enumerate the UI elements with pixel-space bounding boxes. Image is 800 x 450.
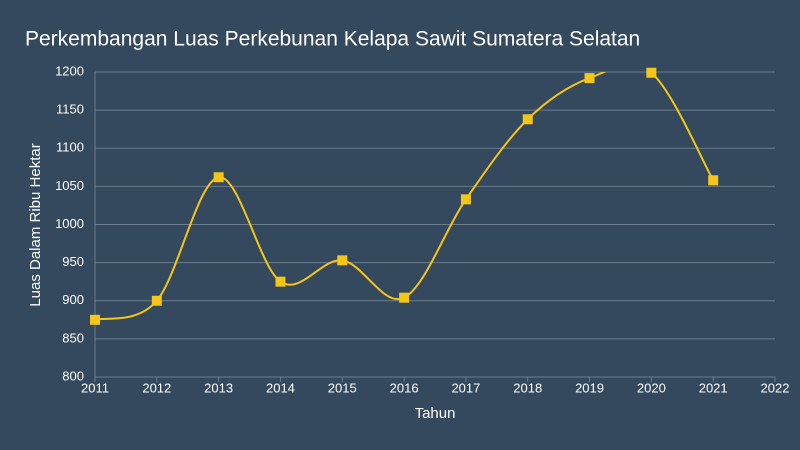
marker [275,276,286,287]
x-tick-label: 2012 [142,380,171,395]
marker [522,114,533,125]
chart-title: Perkembangan Luas Perkebunan Kelapa Sawi… [25,28,640,51]
marker [399,292,410,303]
x-tick-label: 2022 [761,380,790,395]
marker [708,175,719,186]
y-tick-label: 1050 [55,178,84,193]
y-tick-label: 800 [62,368,84,383]
x-tick-label: 2014 [266,380,295,395]
x-tick-label: 2019 [575,380,604,395]
x-tick-label: 2016 [390,380,419,395]
marker [151,295,162,306]
x-tick-label: 2015 [328,380,357,395]
x-tick-label: 2020 [637,380,666,395]
marker [337,255,348,266]
x-tick-label: 2018 [513,380,542,395]
y-tick-label: 900 [62,292,84,307]
y-tick-label: 1200 [55,63,84,78]
y-tick-label: 1000 [55,216,84,231]
marker [213,172,224,183]
marker [460,194,471,205]
y-tick-label: 1150 [56,102,84,117]
x-axis-label: Tahun [415,405,456,422]
x-tick-label: 2017 [451,380,480,395]
marker [646,67,657,78]
marker [584,73,595,84]
y-axis-label: Luas Dalam Ribu Hektar [27,143,44,306]
marker [90,314,100,325]
y-tick-label: 950 [62,254,84,269]
x-tick-label: 2013 [204,380,233,395]
y-tick-label: 1100 [56,140,84,155]
x-tick-label: 2011 [81,380,109,395]
x-tick-label: 2021 [699,380,728,395]
y-tick-label: 850 [62,330,84,345]
